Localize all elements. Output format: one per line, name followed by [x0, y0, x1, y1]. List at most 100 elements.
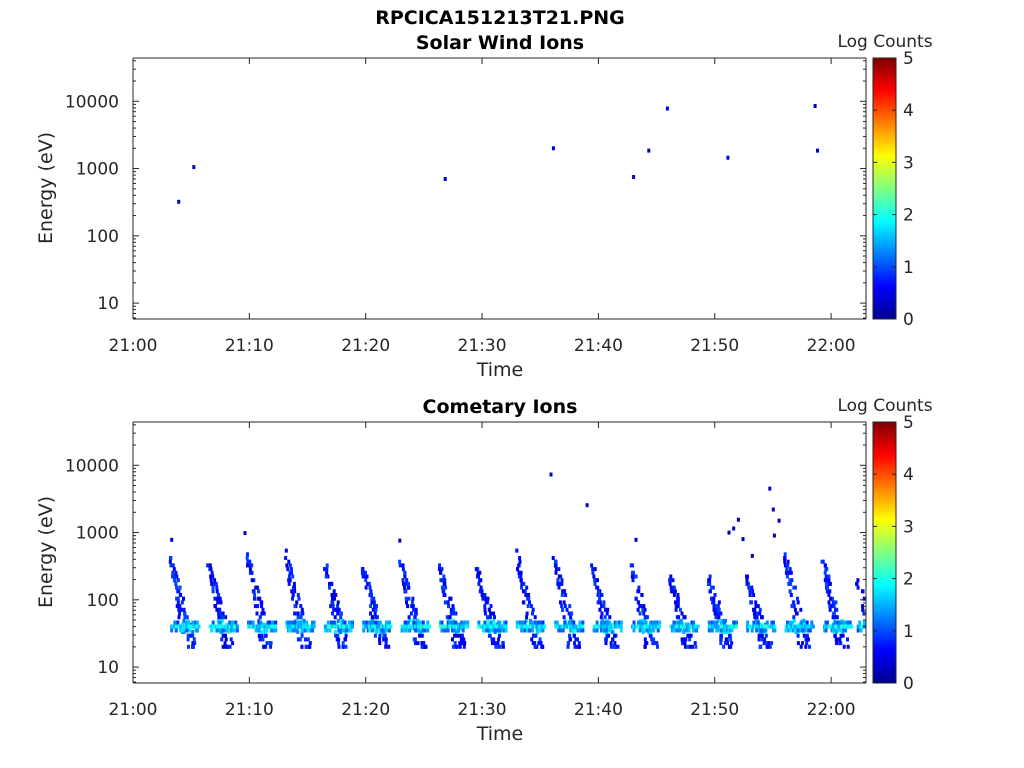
data-cell — [629, 563, 633, 568]
data-cell — [736, 517, 740, 522]
data-cell — [831, 615, 835, 620]
data-cell — [296, 593, 300, 597]
data-cell — [528, 600, 531, 605]
data-cell — [644, 615, 648, 620]
data-cell — [823, 578, 827, 583]
data-cell — [612, 644, 616, 649]
data-cell — [608, 615, 612, 620]
data-cell — [765, 620, 769, 625]
data-cell — [214, 604, 217, 609]
data-cell — [298, 637, 302, 642]
data-cell — [581, 624, 585, 629]
data-cell — [525, 615, 529, 620]
data-cell — [541, 620, 545, 625]
data-cell — [816, 148, 819, 153]
data-cell — [844, 628, 848, 633]
data-cell — [337, 644, 341, 649]
data-cell — [192, 644, 195, 649]
colorbar-tick-label: 0 — [903, 674, 914, 694]
data-cell — [179, 607, 183, 612]
data-cell — [827, 581, 831, 586]
data-cell — [684, 637, 688, 642]
data-cell — [515, 620, 519, 625]
data-cell — [373, 604, 377, 609]
colorbar-label: Log Counts — [837, 396, 932, 416]
data-cell — [727, 644, 731, 649]
data-cell — [531, 607, 535, 612]
data-cell — [607, 628, 611, 633]
data-cell — [368, 620, 372, 625]
data-cell — [332, 593, 336, 597]
data-cell — [293, 611, 297, 616]
data-cell — [754, 615, 758, 620]
data-cell — [258, 615, 262, 620]
data-cell — [229, 628, 233, 633]
data-cell — [561, 607, 564, 612]
data-cell — [504, 628, 508, 633]
data-cell — [176, 596, 180, 601]
data-cell — [299, 615, 303, 620]
data-cell — [518, 556, 522, 560]
data-cell — [593, 581, 597, 586]
data-cell — [597, 589, 600, 594]
data-cell — [764, 628, 768, 633]
data-cell — [495, 624, 499, 629]
data-cell — [336, 633, 340, 638]
data-cell — [581, 628, 585, 633]
data-cell — [634, 537, 638, 542]
data-cell — [410, 618, 414, 623]
data-cell — [344, 644, 348, 649]
data-cell — [300, 644, 304, 649]
data-cell — [222, 624, 226, 629]
data-cell — [498, 644, 502, 649]
data-cell — [413, 615, 417, 620]
data-cell — [792, 585, 796, 590]
data-cell — [192, 637, 196, 642]
data-cell — [793, 628, 797, 633]
data-cell — [361, 567, 365, 572]
data-cell — [557, 585, 561, 590]
data-cell — [838, 628, 842, 633]
data-cell — [180, 600, 184, 605]
data-cell — [224, 615, 228, 620]
data-cell — [330, 581, 333, 586]
data-cell — [570, 628, 574, 633]
data-cell — [174, 581, 178, 586]
data-cell — [642, 611, 646, 616]
data-cell — [374, 615, 378, 620]
data-cell — [403, 585, 406, 590]
data-cell — [387, 644, 391, 649]
data-cell — [176, 578, 180, 583]
data-cell — [299, 620, 302, 625]
data-cell — [763, 637, 767, 642]
data-cell — [636, 607, 640, 612]
colorbar: Log Counts 0 1 2 3 4 5 — [837, 32, 932, 330]
data-cell — [418, 633, 422, 638]
colorbar-tick-label: 0 — [903, 310, 914, 330]
data-cell — [262, 644, 266, 649]
data-cell — [227, 630, 231, 634]
data-cell — [650, 620, 654, 625]
data-cell — [325, 563, 329, 568]
data-cell — [569, 615, 573, 620]
data-cell — [206, 563, 210, 568]
data-cell — [291, 593, 295, 597]
data-cell — [448, 615, 452, 620]
data-cell — [604, 641, 608, 646]
data-cell — [827, 600, 831, 605]
data-cell — [491, 641, 494, 646]
data-cell — [707, 620, 711, 625]
data-cell — [287, 581, 291, 586]
data-cell — [793, 607, 797, 612]
data-cell — [487, 633, 491, 638]
data-cell — [486, 615, 490, 620]
data-cell — [302, 618, 306, 623]
data-cell — [248, 559, 252, 564]
data-cell — [558, 628, 562, 633]
data-cell — [807, 628, 811, 633]
data-cell — [783, 556, 787, 560]
data-cell — [338, 624, 342, 629]
data-cell — [265, 628, 269, 633]
data-cell — [218, 607, 222, 612]
data-cell — [765, 644, 769, 649]
